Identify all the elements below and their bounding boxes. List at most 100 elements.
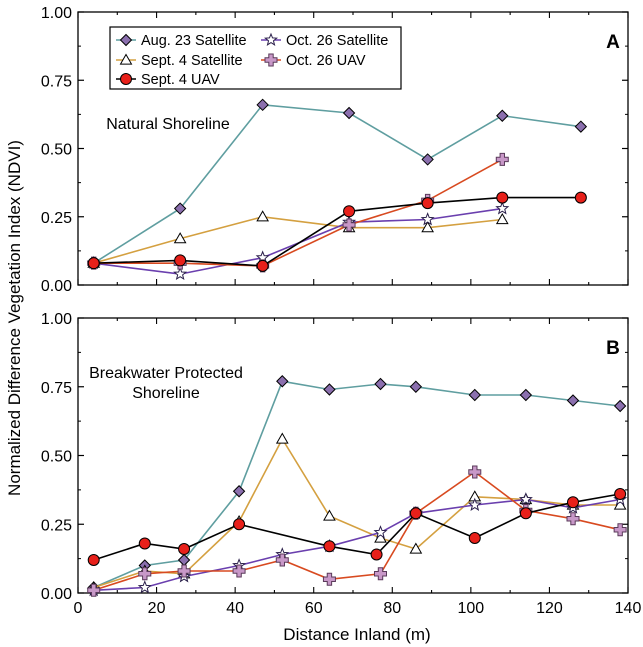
- data-point-sept4uav: [614, 488, 627, 500]
- data-point-aug23sat: [323, 383, 336, 396]
- data-point-oct26uav: [138, 567, 152, 581]
- data-point-sept4sat: [256, 210, 270, 222]
- data-point-oct26uav: [468, 465, 482, 479]
- data-point-sept4uav: [233, 518, 246, 531]
- x-tick-label: 20: [148, 600, 166, 617]
- panel-annotation: Breakwater Protected: [89, 365, 243, 382]
- data-point-oct26sat: [373, 525, 388, 539]
- series-line-oct26sat: [93, 207, 503, 275]
- data-point-oct26uav: [87, 583, 101, 597]
- data-point-sept4uav: [370, 548, 383, 561]
- y-tick-label: 1.00: [41, 5, 72, 22]
- data-point-sept4uav: [174, 254, 187, 267]
- data-point-aug23sat: [574, 120, 588, 133]
- y-tick-label: 0.25: [41, 210, 72, 227]
- data-point-sept4sat: [495, 212, 509, 225]
- legend-marker-sept4sat: [119, 53, 133, 65]
- data-point-sept4sat: [421, 221, 435, 233]
- x-tick-label: 0: [74, 600, 83, 617]
- series-line-aug23sat: [93, 380, 621, 589]
- data-point-sept4sat: [409, 542, 423, 554]
- data-point-sept4uav: [87, 554, 100, 566]
- legend-item-sept4uav: Sept. 4 UAV: [116, 72, 220, 88]
- x-tick-label: 120: [536, 600, 563, 617]
- data-point-oct26sat: [467, 497, 482, 511]
- data-point-aug23sat: [256, 98, 269, 112]
- plot-frame: [77, 317, 629, 594]
- data-point-sept4uav: [138, 537, 151, 550]
- series-line-oct26sat: [93, 498, 621, 592]
- series-line-oct26uav: [93, 471, 621, 592]
- y-tick-label: 0.75: [41, 380, 72, 397]
- legend-item-sept4sat: Sept. 4 Satellite: [116, 53, 243, 69]
- legend-marker-aug23sat: [119, 33, 133, 47]
- legend-marker-oct26uav: [264, 53, 278, 67]
- data-point-oct26uav: [613, 523, 627, 537]
- data-point-sept4uav: [567, 496, 579, 509]
- y-tick-label: 0.00: [41, 278, 72, 295]
- y-tick-label: 1.00: [41, 311, 72, 328]
- data-point-sept4sat: [323, 509, 336, 521]
- data-point-sept4uav: [468, 532, 481, 544]
- data-point-oct26uav: [495, 152, 509, 166]
- data-point-aug23sat: [276, 375, 289, 388]
- data-point-sept4uav: [421, 197, 434, 210]
- data-point-oct26uav: [566, 512, 580, 526]
- data-point-sept4sat: [173, 232, 187, 244]
- data-point-sept4uav: [496, 191, 509, 204]
- panel-a: 0.00 0.25 0.50 0.75 1.00 A Natural Shoreline Au…: [41, 5, 629, 295]
- data-point-sept4uav: [178, 543, 191, 555]
- legend-item-oct26uav: Oct. 26 UAV: [261, 53, 366, 69]
- data-point-aug23sat: [232, 485, 246, 498]
- legend-box: [109, 26, 402, 90]
- legend-label: Oct. 26 Satellite: [286, 33, 388, 49]
- panels: 0.00 0.25 0.50 0.75 1.00 A Natural Shoreline Au…: [41, 5, 642, 617]
- data-point-aug23sat: [496, 109, 509, 122]
- y-tick-label: 0.00: [41, 586, 72, 603]
- x-tick-label: 140: [615, 600, 642, 617]
- data-point-sept4uav: [87, 257, 100, 270]
- data-point-sept4uav: [409, 507, 422, 520]
- y-tick-label: 0.75: [41, 73, 72, 90]
- y-tick-label: 0.50: [41, 142, 72, 159]
- data-point-aug23sat: [613, 399, 627, 413]
- legend-item-aug23sat: Aug. 23 Satellite: [116, 33, 247, 49]
- data-point-oct26uav: [275, 553, 289, 567]
- panel-annotation: Natural Shoreline: [106, 116, 230, 133]
- legend-item-oct26sat: Oct. 26 Satellite: [261, 32, 388, 49]
- data-point-oct26uav: [322, 572, 336, 586]
- legend-label: Aug. 23 Satellite: [141, 33, 247, 49]
- data-point-oct26uav: [374, 567, 387, 581]
- data-point-aug23sat: [409, 380, 423, 393]
- data-point-oct26sat: [137, 580, 152, 594]
- data-point-sept4sat: [275, 432, 289, 444]
- legend-label: Sept. 4 UAV: [141, 72, 220, 88]
- series-line-sept4uav: [93, 196, 581, 267]
- data-point-aug23sat: [566, 394, 580, 407]
- data-point-oct26uav: [232, 564, 246, 578]
- data-point-oct26sat: [518, 492, 533, 506]
- x-tick-label: 40: [226, 600, 244, 617]
- x-axis-label: Distance Inland (m): [283, 625, 430, 644]
- y-axis-label: Normalized Difference Vegetation Index (…: [5, 140, 24, 496]
- data-point-aug23sat: [468, 388, 481, 402]
- data-point-aug23sat: [374, 377, 387, 391]
- data-point-sept4uav: [519, 507, 532, 520]
- data-point-oct26uav: [342, 218, 356, 232]
- data-point-oct26uav: [177, 564, 191, 578]
- x-tick-label: 80: [383, 600, 401, 617]
- panel-b: 0.00 0.25 0.50 0.75 1.00 0 20 40 60 80 100 120 140 B B…: [41, 311, 642, 617]
- legend-label: Sept. 4 Satellite: [141, 53, 243, 69]
- y-tick-label: 0.25: [41, 517, 72, 534]
- y-tick-label: 0.50: [41, 449, 72, 466]
- data-point-aug23sat: [421, 153, 434, 166]
- series-line-oct26uav: [93, 158, 503, 267]
- x-tick-label: 100: [458, 600, 485, 617]
- data-point-sept4uav: [256, 259, 269, 272]
- x-tick-label: 60: [305, 600, 323, 617]
- series-line-sept4sat: [93, 215, 503, 264]
- panel-letter: A: [606, 32, 620, 53]
- data-point-oct26sat: [495, 201, 510, 215]
- legend-label: Oct. 26 UAV: [286, 53, 366, 69]
